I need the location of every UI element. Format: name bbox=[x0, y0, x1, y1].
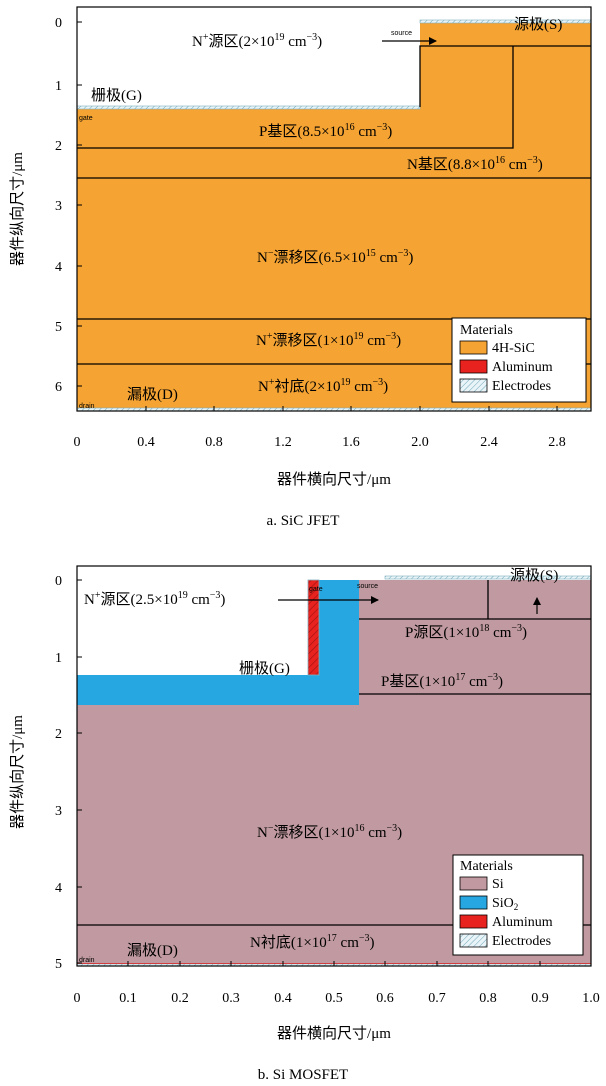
x-tick-label: 0.4 bbox=[274, 991, 292, 1006]
x-axis-label-a: 器件横向尺寸/μm bbox=[277, 471, 391, 488]
x-tick-label: 1.6 bbox=[342, 435, 360, 450]
x-tick-label: 0.1 bbox=[119, 991, 137, 1006]
x-tick-label: 2.8 bbox=[548, 435, 566, 450]
gate-trench-void-b bbox=[77, 566, 308, 675]
gate-electrode-strip bbox=[76, 105, 421, 110]
drain-small-label-b: drain bbox=[79, 957, 95, 964]
drain-electrode-label-a: 漏极(D) bbox=[127, 386, 178, 403]
y-tick-label: 6 bbox=[55, 380, 62, 395]
panel-b-si-mosfet: 0 1 2 3 4 5 0 0.1 0.2 0.3 0.4 0.5 0. bbox=[9, 565, 600, 1083]
p-base-label-b: P基区(1×1017 cm−3) bbox=[381, 672, 503, 690]
legend-item: Electrodes bbox=[492, 379, 551, 394]
source-electrode-label-b: 源极(S) bbox=[510, 567, 558, 584]
source-electrode-strip-b bbox=[384, 575, 592, 580]
y-tick-label: 1 bbox=[55, 651, 62, 666]
drain-electrode-label-b: 漏极(D) bbox=[127, 942, 178, 959]
p-source-label-b: P源区(1×1018 cm−3) bbox=[405, 623, 527, 641]
x-tick-label: 0.4 bbox=[137, 435, 155, 450]
source-small-label-b: source bbox=[357, 583, 378, 590]
gate-small-label-a: gate bbox=[79, 115, 93, 122]
drain-small-label-a: drain bbox=[79, 403, 95, 410]
n-source-boundary bbox=[419, 45, 591, 107]
gate-aluminum bbox=[307, 579, 320, 676]
x-tick-label: 0.2 bbox=[171, 991, 189, 1006]
y-tick-label: 1 bbox=[55, 79, 62, 94]
x-axis-b: 0 0.1 0.2 0.3 0.4 0.5 0.6 0.7 0.8 0.9 1.… bbox=[74, 961, 600, 1006]
gate-trench-void bbox=[77, 7, 420, 107]
caption-b: b. Si MOSFET bbox=[258, 1067, 348, 1083]
source-small-label-a: source bbox=[391, 30, 412, 37]
x-tick-label: 0.8 bbox=[479, 991, 497, 1006]
y-tick-label: 2 bbox=[55, 139, 62, 154]
n-base-label-a: N基区(8.8×1016 cm−3) bbox=[407, 155, 543, 173]
gate-small-label-b: gate bbox=[309, 586, 323, 593]
y-axis-label-a: 器件纵向尺寸/μm bbox=[9, 152, 26, 266]
y-axis-label-b: 器件纵向尺寸/μm bbox=[9, 715, 26, 829]
x-tick-label: 0.3 bbox=[222, 991, 240, 1006]
x-tick-label: 1.0 bbox=[582, 991, 600, 1006]
n-source-label-a: N+源区(2×1019 cm−3) bbox=[192, 32, 322, 50]
gate-electrode-label-a: 栅极(G) bbox=[91, 87, 142, 104]
legend-item: 4H-SiC bbox=[492, 341, 535, 356]
legend-title: Materials bbox=[460, 859, 513, 874]
legend-item: SiO2 bbox=[492, 896, 518, 912]
legend-title: Materials bbox=[460, 323, 513, 338]
y-tick-label: 3 bbox=[55, 199, 62, 214]
y-tick-label: 5 bbox=[55, 957, 62, 972]
n-drift-label-a: N−漂移区(6.5×1015 cm−3) bbox=[257, 248, 413, 266]
x-tick-label: 0.5 bbox=[325, 991, 343, 1006]
n-substrate-label-b: N衬底(1×1017 cm−3) bbox=[250, 933, 375, 951]
gate-electrode-label-b: 栅极(G) bbox=[239, 660, 290, 677]
legend-swatch-sic bbox=[459, 340, 488, 355]
x-tick-label: 2.0 bbox=[411, 435, 429, 450]
legend-item: Aluminum bbox=[492, 360, 553, 375]
y-tick-label: 4 bbox=[55, 881, 62, 896]
legend-item: Si bbox=[492, 877, 504, 892]
legend-b: Materials Si SiO2 Aluminum Electrodes bbox=[452, 854, 584, 956]
legend-item: Electrodes bbox=[492, 934, 551, 949]
p-base-boundary bbox=[77, 46, 514, 149]
legend-swatch-electrodes bbox=[459, 933, 488, 948]
y-tick-label: 3 bbox=[55, 804, 62, 819]
plot-frame-a bbox=[76, 6, 592, 412]
y-axis-b: 0 1 2 3 4 5 bbox=[55, 574, 82, 972]
x-tick-label: 2.4 bbox=[480, 435, 498, 450]
x-tick-label: 0.7 bbox=[428, 991, 446, 1006]
y-axis-a: 0 1 2 3 4 5 6 bbox=[55, 16, 82, 395]
y-tick-label: 2 bbox=[55, 727, 62, 742]
x-tick-label: 0.6 bbox=[376, 991, 394, 1006]
y-tick-label: 0 bbox=[55, 16, 62, 31]
sio2-region bbox=[77, 580, 359, 705]
legend-swatch-aluminum bbox=[459, 914, 488, 929]
x-tick-label: 0.8 bbox=[205, 435, 223, 450]
top-void bbox=[420, 7, 591, 22]
np-drift-label-a: N+漂移区(1×1019 cm−3) bbox=[256, 331, 401, 349]
x-axis-label-b: 器件横向尺寸/μm bbox=[277, 1025, 391, 1042]
p-base-label-a: P基区(8.5×1016 cm−3) bbox=[259, 122, 392, 140]
x-tick-label: 0 bbox=[74, 435, 81, 450]
caption-a: a. SiC JFET bbox=[267, 513, 340, 529]
y-tick-label: 5 bbox=[55, 320, 62, 335]
legend-swatch-aluminum bbox=[459, 359, 488, 374]
y-tick-label: 0 bbox=[55, 574, 62, 589]
legend-a: Materials 4H-SiC Aluminum Electrodes bbox=[451, 317, 587, 403]
x-tick-label: 1.2 bbox=[274, 435, 292, 450]
legend-item: Aluminum bbox=[492, 915, 553, 930]
panel-a-sic-jfet: 0 1 2 3 4 5 6 0 0.4 0.8 1.2 1.6 2.0 2.4 … bbox=[9, 6, 592, 529]
n-source-label-b: N+源区(2.5×1019 cm−3) bbox=[84, 590, 225, 608]
source-electrode-strip bbox=[419, 19, 592, 24]
n-drift-label-b: N−漂移区(1×1016 cm−3) bbox=[257, 823, 402, 841]
x-axis-a: 0 0.4 0.8 1.2 1.6 2.0 2.4 2.8 bbox=[74, 406, 566, 450]
y-tick-label: 4 bbox=[55, 260, 62, 275]
np-substrate-label-a: N+衬底(2×1019 cm−3) bbox=[258, 377, 388, 395]
x-tick-label: 0.9 bbox=[531, 991, 549, 1006]
legend-swatch-electrodes bbox=[459, 378, 488, 393]
legend-swatch-si bbox=[459, 876, 488, 891]
source-electrode-label-a: 源极(S) bbox=[514, 16, 562, 33]
legend-swatch-sio2 bbox=[459, 895, 488, 910]
x-tick-label: 0 bbox=[74, 991, 81, 1006]
